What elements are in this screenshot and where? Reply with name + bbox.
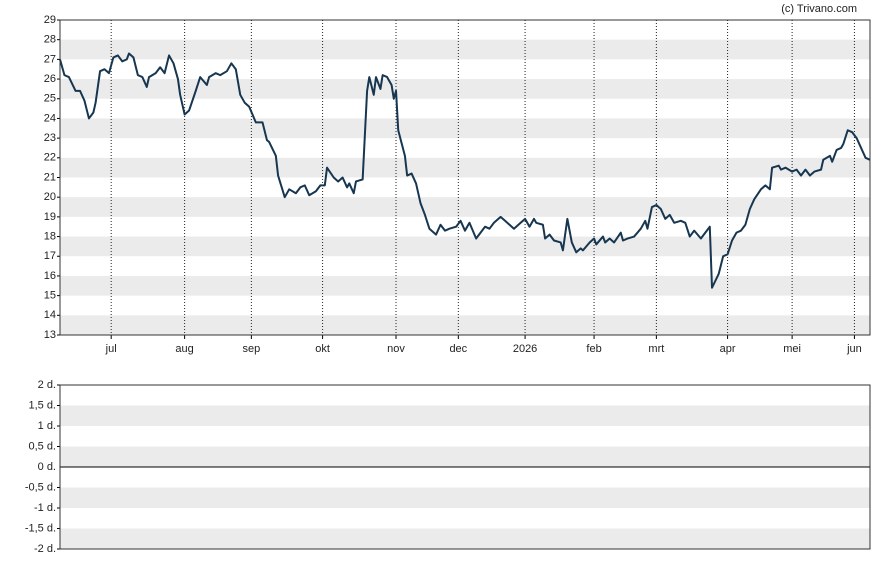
grid-band <box>60 405 870 426</box>
grid-band <box>60 528 870 549</box>
y-tick-label: 20 <box>44 191 56 203</box>
grid-band <box>60 315 870 335</box>
y-tick-label: -1,5 d. <box>25 522 56 534</box>
grid-band <box>60 275 870 296</box>
y-tick-label: -1 d. <box>34 502 56 514</box>
y-tick-label: 1 d. <box>38 420 56 432</box>
y-tick-label: 27 <box>44 53 56 65</box>
x-tick-label: feb <box>586 343 601 355</box>
x-tick-label: 2026 <box>513 343 537 355</box>
x-tick-label: aug <box>175 343 193 355</box>
y-tick-label: 22 <box>44 152 56 164</box>
x-tick-label: sep <box>242 343 260 355</box>
x-tick-label: apr <box>720 343 736 355</box>
grid-band <box>60 236 870 257</box>
x-tick-label: mei <box>783 343 801 355</box>
grid-band <box>60 118 870 139</box>
price-line <box>59 52 871 289</box>
y-tick-label: 15 <box>44 290 56 302</box>
y-tick-label: 17 <box>44 250 56 262</box>
y-tick-label: -0,5 d. <box>25 481 56 493</box>
plot-frame <box>59 384 871 550</box>
y-tick-label: 1,5 d. <box>28 399 56 411</box>
y-tick-label: 23 <box>44 132 56 144</box>
y-tick-label: 25 <box>44 93 56 105</box>
plot-frame <box>59 19 871 336</box>
y-tick-label: 2 d. <box>38 379 56 391</box>
x-tick-label: okt <box>315 343 330 355</box>
x-tick-label: mrt <box>648 343 664 355</box>
grid-band <box>60 487 870 508</box>
x-tick-label: jun <box>846 343 862 355</box>
y-tick-label: 19 <box>44 211 56 223</box>
y-tick-label: 29 <box>44 14 56 26</box>
watermark: (c) Trivano.com <box>781 3 857 15</box>
grid-band <box>60 79 870 99</box>
grid-band <box>60 197 870 217</box>
grid-band <box>60 39 870 60</box>
y-tick-label: 13 <box>44 329 56 341</box>
y-tick-label: 18 <box>44 230 56 242</box>
y-tick-label: 21 <box>44 171 56 183</box>
y-tick-label: 14 <box>44 309 56 321</box>
x-tick-label: jul <box>105 343 117 355</box>
x-tick-label: dec <box>449 343 467 355</box>
y-tick-label: 28 <box>44 34 56 46</box>
grid-band <box>60 446 870 467</box>
y-tick-label: 26 <box>44 73 56 85</box>
y-tick-label: 24 <box>44 112 56 124</box>
y-tick-label: -2 d. <box>34 543 56 555</box>
x-tick-label: nov <box>387 343 405 355</box>
y-tick-label: 0,5 d. <box>28 440 56 452</box>
y-tick-label: 0 d. <box>38 461 56 473</box>
y-tick-label: 16 <box>44 270 56 282</box>
grid-band <box>60 157 870 178</box>
